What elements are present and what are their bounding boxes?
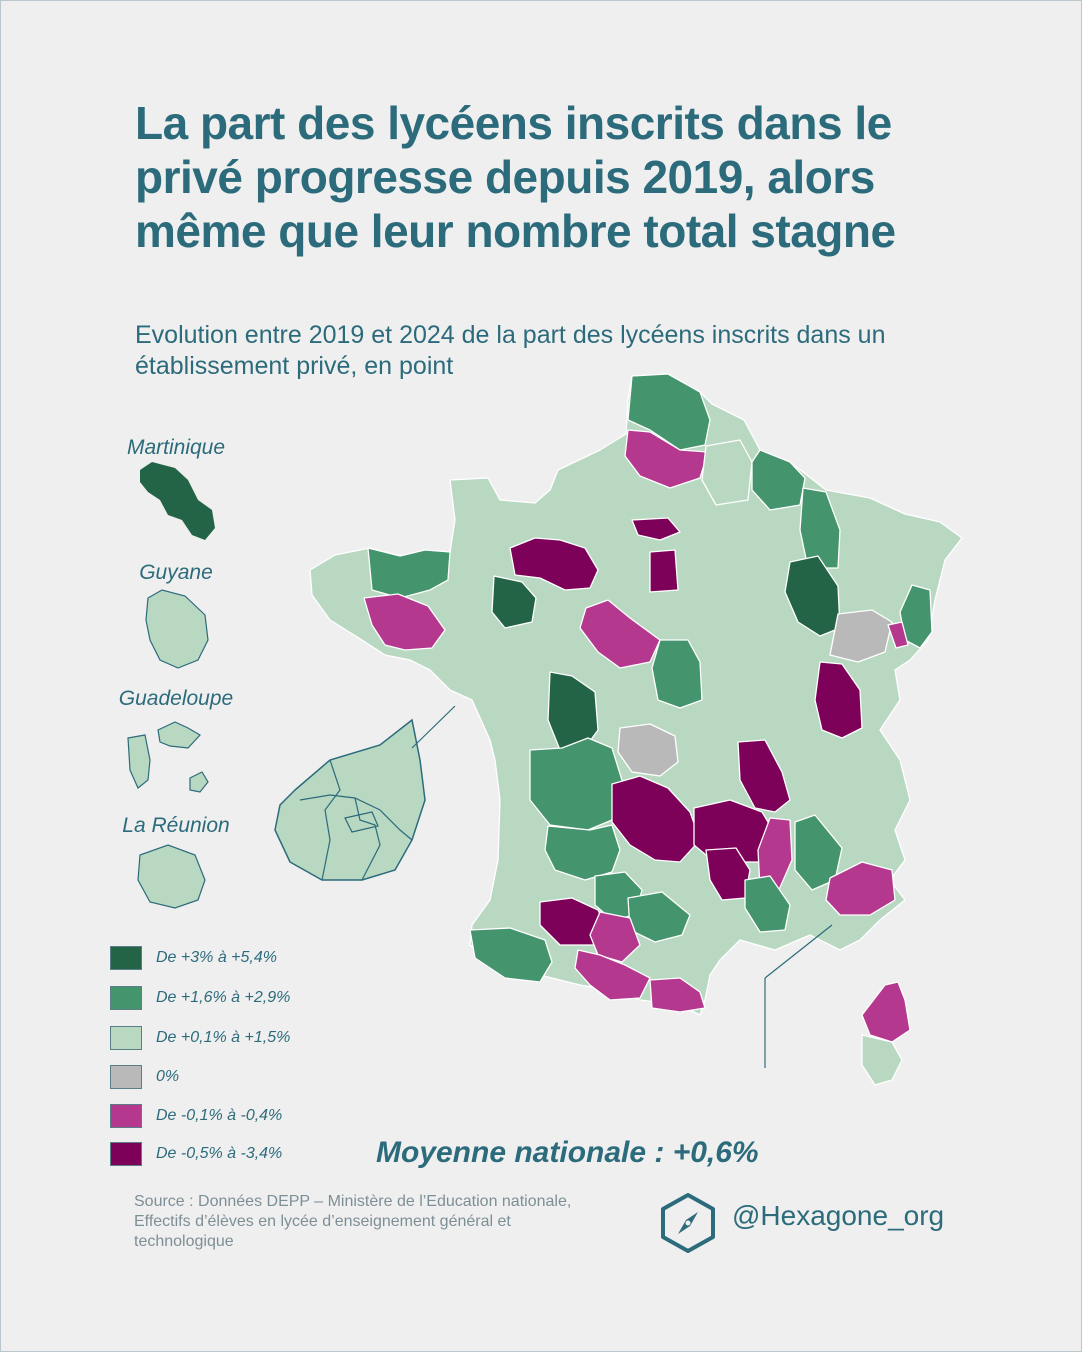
dept-ardennes <box>751 449 806 511</box>
legend-item: De -0,5% à -3,4% <box>110 1142 410 1168</box>
legend-label: De -0,1% à -0,4% <box>156 1107 283 1124</box>
dept-rhone <box>737 739 791 813</box>
label-martinique: Martinique <box>126 436 226 459</box>
legend-swatch <box>110 1065 142 1089</box>
label-guadeloupe: Guadeloupe <box>118 687 234 710</box>
compass-hexagon-icon <box>661 1193 715 1253</box>
legend-swatch <box>110 1142 142 1166</box>
dept-loir-cher <box>579 599 661 669</box>
legend-label: De +1,6% à +2,9% <box>156 989 291 1006</box>
legend-item: 0% <box>110 1065 410 1091</box>
dept-sarthe <box>491 575 537 629</box>
dept-pyrenees-atl <box>469 927 553 983</box>
dept-essonne <box>649 549 679 593</box>
legend-swatch <box>110 946 142 970</box>
dept-puy-dome <box>611 775 701 863</box>
dept-allier <box>617 723 679 777</box>
legend-label: De +0,1% à +1,5% <box>156 1029 291 1046</box>
brand-handle[interactable]: @Hexagone_org <box>732 1200 945 1231</box>
legend-item: De +0,1% à +1,5% <box>110 1026 410 1052</box>
source-note: Source : Données DEPP – Ministère de l’E… <box>134 1193 572 1250</box>
dept-aube-haute-marne <box>784 555 841 637</box>
dept-somme <box>624 429 709 489</box>
dept-haute-corse <box>861 981 911 1043</box>
legend-item: De +1,6% à +2,9% <box>110 986 410 1012</box>
dept-meuse <box>799 487 841 569</box>
legend-label: De -0,5% à -3,4% <box>156 1145 283 1162</box>
dept-nievre <box>651 639 703 709</box>
dept-vosges <box>829 609 893 663</box>
legend-swatch <box>110 1026 142 1050</box>
national-average: Moyenne nationale : +0,6% <box>376 1136 759 1169</box>
dept-haut-rhin <box>899 584 933 649</box>
legend-item: De +3% à +5,4% <box>110 946 410 972</box>
dept-haute-garonne <box>574 949 651 1001</box>
paris-inset <box>274 718 426 881</box>
dept-ardeche <box>744 875 791 933</box>
guyane-shape <box>145 589 209 669</box>
dept-territoire-belfort <box>887 621 909 649</box>
reunion-shape <box>137 844 206 909</box>
dept-manche-ille <box>367 547 451 599</box>
dept-oise-val <box>631 517 681 541</box>
dept-alpes-hp <box>825 861 896 916</box>
legend-label: 0% <box>156 1068 180 1085</box>
legend-label: De +3% à +5,4% <box>156 949 277 966</box>
dept-nord <box>627 373 711 451</box>
guadeloupe-shape <box>127 721 209 793</box>
dept-charente <box>529 737 626 831</box>
dept-morbihan <box>363 593 446 651</box>
label-reunion: La Réunion <box>122 814 230 837</box>
martinique-shape <box>140 462 215 540</box>
dept-ariege <box>649 977 706 1013</box>
dept-corse-du-sud <box>861 1034 903 1086</box>
legend-item: De -0,1% à -0,4% <box>110 1104 410 1130</box>
label-guyane: Guyane <box>139 561 213 584</box>
dept-creuse <box>544 824 621 881</box>
legend-swatch <box>110 1104 142 1128</box>
page-title: La part des lycéens inscrits dans le pri… <box>135 97 896 257</box>
page-subtitle: Evolution entre 2019 et 2024 de la part … <box>135 321 886 380</box>
dept-aisne <box>701 439 753 506</box>
dept-jura <box>814 661 863 739</box>
dept-eure <box>509 537 599 591</box>
dept-tarn-garonne <box>589 911 641 963</box>
legend-swatch <box>110 986 142 1010</box>
